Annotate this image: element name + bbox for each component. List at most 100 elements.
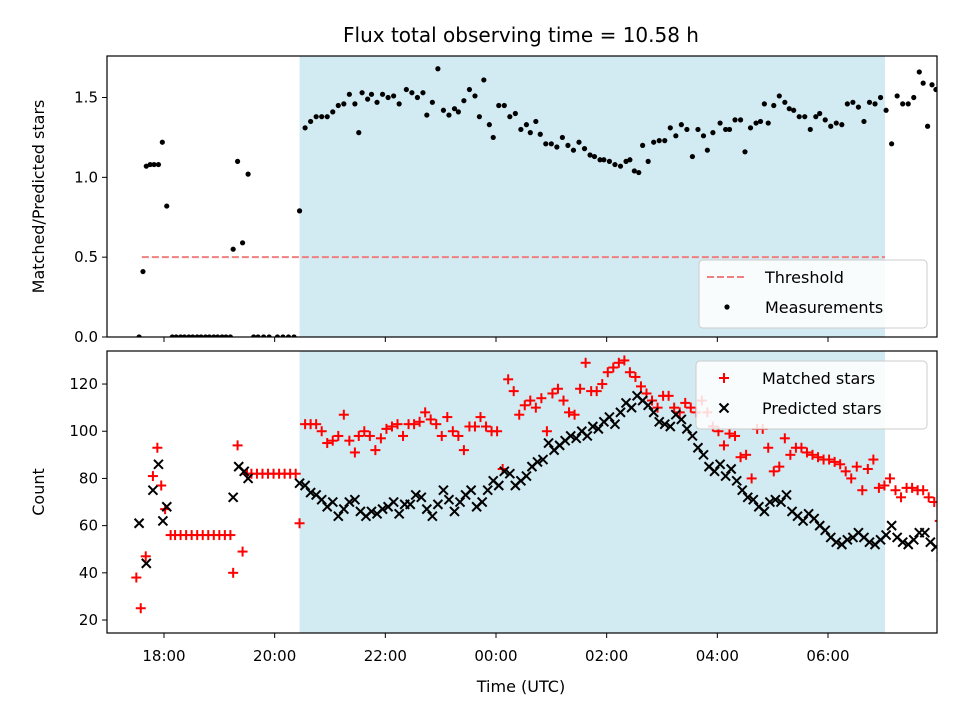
data-point	[333, 430, 344, 441]
data-point	[742, 492, 753, 503]
data-point	[541, 426, 552, 437]
data-point	[159, 139, 165, 145]
data-point	[255, 334, 261, 337]
data-point	[726, 126, 733, 133]
data-point	[905, 101, 911, 107]
data-point	[420, 90, 426, 96]
data-point	[687, 430, 698, 442]
data-point	[663, 390, 674, 401]
data-point	[173, 334, 179, 337]
data-point	[630, 371, 641, 382]
data-point	[662, 138, 668, 144]
data-point	[564, 407, 575, 418]
series-measurements	[136, 66, 937, 337]
data-point	[136, 334, 142, 337]
data-point	[796, 442, 807, 453]
data-point	[377, 503, 388, 515]
data-point	[349, 447, 360, 458]
data-point	[844, 101, 850, 107]
data-point	[894, 93, 900, 99]
data-point	[294, 477, 305, 489]
data-point	[684, 126, 690, 133]
data-point	[576, 139, 582, 145]
data-point	[245, 171, 251, 177]
data-point	[725, 463, 737, 475]
data-point	[374, 99, 380, 105]
data-point	[366, 506, 377, 517]
data-point	[747, 125, 754, 131]
series-predicted-stars	[133, 390, 937, 569]
data-point	[327, 435, 338, 446]
data-point	[846, 473, 857, 484]
data-point	[775, 496, 787, 508]
data-point	[455, 109, 461, 115]
data-point	[507, 114, 513, 120]
x-tick-labels: 18:00 20:00 22:00 00:00 02:00 04:00 06:00	[142, 647, 849, 665]
data-point	[855, 104, 862, 110]
data-point	[673, 133, 679, 139]
data-point	[436, 430, 447, 441]
x-tick-label: 00:00	[474, 647, 517, 665]
data-point	[481, 421, 492, 432]
data-point	[890, 485, 901, 496]
data-point	[642, 400, 654, 411]
y-tick-label: 120	[69, 375, 98, 393]
data-point	[746, 473, 757, 484]
data-point	[735, 452, 746, 463]
data-point	[356, 130, 362, 136]
data-point	[757, 118, 764, 125]
data-point	[353, 430, 364, 441]
data-point	[291, 334, 297, 337]
data-point	[447, 426, 458, 437]
legend-marker-swatch	[718, 402, 730, 414]
data-point	[640, 142, 646, 149]
data-point	[651, 139, 657, 145]
data-point	[824, 454, 835, 465]
data-point	[919, 527, 931, 538]
data-point	[147, 161, 153, 168]
data-point	[131, 572, 142, 583]
data-point	[305, 487, 316, 498]
data-point	[164, 203, 170, 209]
data-point	[290, 468, 301, 479]
x-tick-label: 06:00	[806, 647, 849, 665]
data-point	[409, 419, 420, 430]
data-point	[879, 480, 890, 491]
data-point	[659, 418, 670, 430]
data-point	[177, 334, 184, 337]
data-point	[768, 466, 779, 477]
data-point	[866, 99, 873, 105]
data-point	[864, 536, 875, 548]
data-point	[349, 494, 361, 505]
data-point	[681, 423, 693, 435]
data-point	[626, 402, 637, 413]
data-point	[410, 489, 421, 501]
series-matched-stars	[131, 355, 937, 614]
data-point	[147, 471, 158, 482]
data-point	[552, 383, 563, 394]
data-point	[801, 447, 812, 458]
data-point	[613, 357, 624, 368]
data-point	[465, 485, 477, 496]
legend-entry-label: Measurements	[765, 298, 883, 317]
data-point	[924, 123, 931, 129]
data-point	[403, 86, 409, 93]
data-point	[737, 117, 744, 123]
data-point	[472, 93, 478, 99]
data-point	[731, 475, 742, 486]
data-point	[850, 99, 856, 105]
data-point	[774, 461, 785, 472]
data-point	[234, 158, 241, 164]
data-point	[260, 334, 267, 337]
data-point	[525, 395, 536, 406]
data-point	[466, 86, 473, 93]
data-point	[508, 386, 519, 397]
data-point	[695, 126, 701, 133]
data-point	[391, 93, 397, 99]
data-point	[296, 208, 303, 214]
axes-frame	[106, 350, 938, 634]
data-point	[680, 397, 691, 408]
data-point	[359, 90, 365, 96]
data-point	[840, 466, 851, 477]
data-point	[432, 499, 444, 510]
